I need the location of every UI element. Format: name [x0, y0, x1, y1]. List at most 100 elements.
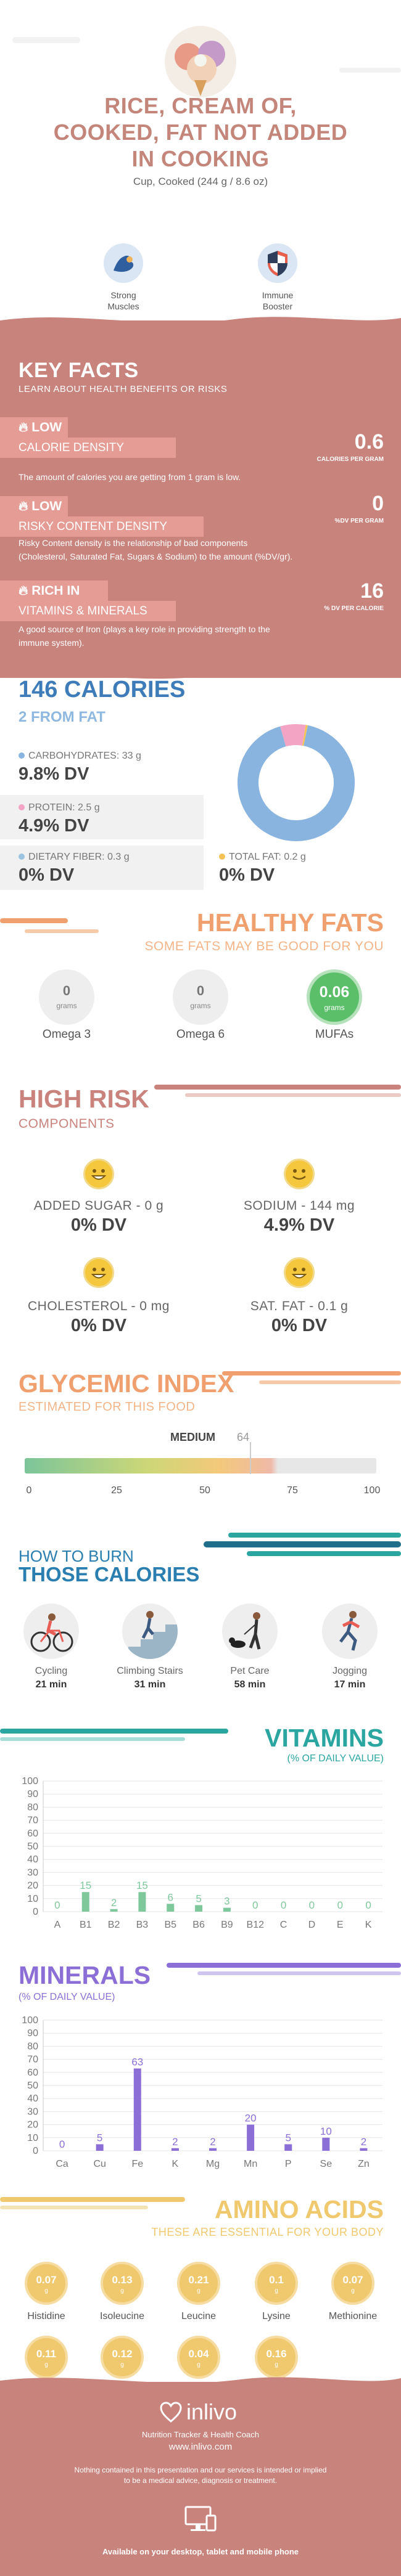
- activity-minutes: 58 min: [234, 1679, 266, 1690]
- fat-circle-mufas: 0.06 grams: [307, 969, 362, 1025]
- y-tick-label: 70: [27, 1816, 38, 1826]
- fact-band: [0, 516, 204, 537]
- fact-band: [0, 496, 68, 516]
- risk-dv: 0% DV: [70, 1316, 127, 1335]
- bar-B3: [138, 1892, 146, 1912]
- glycemic-title: GLYCEMIC INDEX: [19, 1369, 234, 1398]
- fact-band: [0, 438, 176, 458]
- amino-unit: g: [120, 2362, 124, 2368]
- decor-lines: [0, 1963, 401, 1981]
- bar-Mn: [247, 2124, 255, 2151]
- amino-unit: g: [44, 2362, 48, 2368]
- category-label: B2: [108, 1920, 120, 1930]
- amino-circle: 0.11 g: [25, 2336, 68, 2379]
- y-tick-label: 90: [27, 2028, 38, 2039]
- category-label: D: [308, 1920, 316, 1930]
- decor-line: [0, 918, 68, 923]
- amino-unit: g: [120, 2288, 124, 2294]
- fact-band: [0, 417, 68, 438]
- cycling-icon: [23, 1604, 79, 1659]
- nutrient-dv: 0% DV: [19, 865, 75, 885]
- gi-tick: 75: [287, 1485, 298, 1496]
- bar-value-label: 0: [252, 1899, 258, 1911]
- glycemic-subtitle: ESTIMATED FOR THIS FOOD: [19, 1400, 196, 1414]
- category-label: Mn: [244, 2159, 257, 2169]
- decor-lines: [0, 1729, 401, 1747]
- category-label: Fe: [131, 2159, 143, 2169]
- bar-value-label: 20: [245, 2113, 257, 2124]
- header-section: RICE, CREAM OF, COOKED, FAT NOT ADDED IN…: [0, 0, 401, 320]
- vitamins-chart: 01020304050607080901000A15B12B215B36B55B…: [22, 1776, 382, 1930]
- availability-text: Available on your desktop, tablet and mo…: [102, 2547, 299, 2556]
- serving-size: Cup, Cooked (244 g / 8.6 oz): [133, 176, 268, 187]
- bar-value-label: 2: [361, 2136, 366, 2148]
- fact-level: 🔥︎ RICH IN: [19, 584, 80, 598]
- stairs-icon: [122, 1604, 178, 1659]
- fact-description: Risky Content density is the relationshi…: [19, 538, 293, 561]
- brand-tagline: Nutrition Tracker & Health Coach: [141, 2430, 260, 2439]
- amino-value: 0.16: [266, 2348, 287, 2360]
- donut-slice-carbohydrates: [238, 725, 355, 841]
- decor-lines: [0, 1082, 401, 1101]
- y-tick-label: 20: [27, 2120, 38, 2130]
- fat-circle-omega6: 0 grams: [173, 969, 228, 1025]
- amino-circle: 0.1 g: [255, 2262, 298, 2305]
- amino-label: Leucine: [181, 2311, 217, 2321]
- wave-bottom: [0, 662, 401, 679]
- heart-logo-icon: [159, 2400, 183, 2425]
- gi-tick: 100: [363, 1485, 381, 1496]
- decor-line: [12, 37, 80, 43]
- category-label: B3: [136, 1920, 149, 1930]
- fact-description: A good source of Iron (plays a key role …: [19, 624, 270, 648]
- bar-K: [171, 2148, 179, 2151]
- brand-url[interactable]: www.inlivo.com: [168, 2442, 233, 2452]
- bar-B2: [110, 1909, 118, 1912]
- bar-value-label: 5: [97, 2132, 102, 2143]
- amino-unit: g: [44, 2288, 48, 2294]
- y-tick-label: 80: [27, 1802, 38, 1812]
- bar-value-label: 5: [285, 2132, 291, 2143]
- bar-value-label: 0: [337, 1899, 343, 1911]
- amino-value: 0.07: [36, 2274, 57, 2286]
- fact-unit: % DV PER CALORIE: [324, 605, 384, 612]
- category-label: Se: [320, 2159, 333, 2169]
- fat-unit: grams: [324, 1003, 345, 1012]
- bar-value-label: 15: [80, 1880, 91, 1891]
- y-tick-label: 70: [27, 2055, 38, 2065]
- gi-tick: 0: [26, 1485, 32, 1496]
- muscle-icon: [104, 243, 143, 283]
- amino-label: Methionine: [328, 2311, 378, 2321]
- fact-level: 🔥︎ LOW: [19, 499, 62, 513]
- bar-value-label: 0: [281, 1899, 286, 1911]
- risk-label: SAT. FAT - 0.1 g: [250, 1299, 349, 1313]
- bar-B9: [223, 1907, 231, 1912]
- fact-label: CALORIE DENSITY: [19, 441, 125, 454]
- fact-band: [0, 581, 108, 601]
- amino-circle: 0.21 g: [177, 2262, 220, 2305]
- risk-dv: 0% DV: [271, 1316, 328, 1335]
- y-tick-label: 100: [22, 2015, 38, 2026]
- dot-icon: [19, 804, 25, 810]
- fact-value: 0: [372, 492, 384, 515]
- y-tick-label: 90: [27, 1789, 38, 1800]
- amino-value: 0.21: [188, 2274, 209, 2286]
- bar-value-label: 0: [54, 1899, 60, 1911]
- wave-top: [0, 2377, 401, 2393]
- fat-value: 0.06: [319, 984, 350, 1001]
- bar-Zn: [360, 2148, 368, 2151]
- healthy-fats-title: HEALTHY FATS: [197, 908, 384, 937]
- y-tick-label: 40: [27, 2093, 38, 2104]
- amino-value: 0.04: [188, 2348, 209, 2360]
- amino-circle: 0.12 g: [101, 2336, 144, 2379]
- amino-circle: 0.07 g: [331, 2262, 374, 2305]
- fact-label: VITAMINS & MINERALS: [19, 605, 147, 618]
- amino-value: 0.12: [112, 2348, 133, 2360]
- amino-unit: g: [197, 2288, 200, 2294]
- footer-section: inlivo Nutrition Tracker & Health Coach …: [0, 2377, 401, 2576]
- nutrient-label: DIETARY FIBER: 0.3 g: [19, 852, 130, 863]
- gi-tick: 25: [111, 1485, 122, 1496]
- category-label: B9: [221, 1920, 233, 1930]
- category-label: E: [337, 1920, 344, 1930]
- category-label: Zn: [358, 2159, 370, 2169]
- bar-Cu: [96, 2144, 104, 2151]
